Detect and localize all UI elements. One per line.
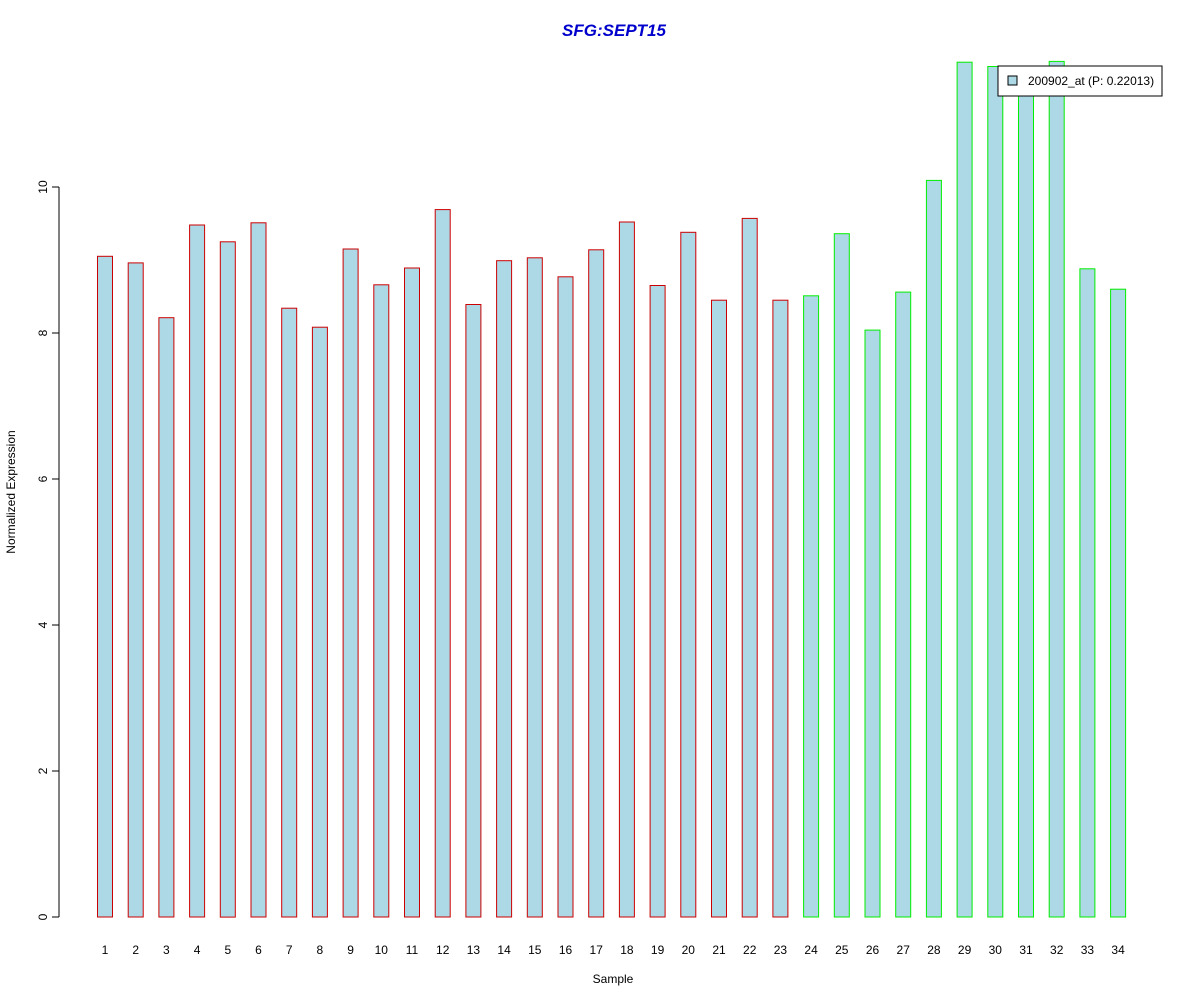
legend-box (997, 65, 1163, 97)
x-tick-label: 17 (590, 943, 604, 957)
y-tick-label: 8 (36, 329, 50, 336)
x-tick-label: 7 (286, 943, 293, 957)
bar-sample-6 (250, 222, 267, 918)
x-tick-label: 14 (497, 943, 511, 957)
y-tick-label: 4 (36, 621, 50, 628)
x-tick-label: 18 (620, 943, 634, 957)
x-tick-label: 9 (347, 943, 354, 957)
bar-sample-19 (649, 285, 666, 918)
x-tick-label: 32 (1050, 943, 1064, 957)
x-tick-label: 1 (102, 943, 109, 957)
bar-sample-10 (373, 284, 390, 918)
y-tick-label: 0 (36, 913, 50, 920)
x-tick-label: 28 (927, 943, 941, 957)
bar-sample-4 (189, 224, 206, 918)
x-axis-title: Sample (593, 972, 634, 986)
y-axis-title: Normalized Expression (4, 430, 18, 553)
bar-sample-7 (281, 307, 298, 918)
bar-sample-26 (864, 329, 881, 918)
x-tick-label: 21 (712, 943, 726, 957)
bar-sample-30 (987, 66, 1004, 918)
x-tick-label: 2 (132, 943, 139, 957)
y-tick-label: 10 (36, 180, 50, 194)
bar-sample-25 (833, 233, 850, 918)
bar-sample-3 (158, 317, 175, 918)
bar-sample-22 (741, 217, 758, 918)
x-tick-label: 6 (255, 943, 262, 957)
bar-sample-15 (526, 257, 543, 918)
x-tick-label: 29 (958, 943, 972, 957)
x-tick-label: 11 (406, 943, 419, 957)
x-tick-label: 27 (897, 943, 911, 957)
bar-sample-17 (588, 249, 605, 918)
x-tick-label: 13 (467, 943, 481, 957)
x-tick-label: 4 (194, 943, 201, 957)
x-tick-label: 5 (224, 943, 231, 957)
y-tick-label: 2 (36, 767, 50, 774)
bar-sample-13 (465, 304, 482, 918)
bar-sample-8 (311, 326, 328, 918)
bars (97, 60, 1127, 918)
x-tick-label: 24 (804, 943, 818, 957)
x-tick-label: 8 (317, 943, 324, 957)
legend-label: 200902_at (P: 0.22013) (1028, 74, 1154, 88)
bar-sample-9 (342, 248, 359, 918)
legend-swatch (1007, 75, 1018, 86)
bar-sample-16 (557, 276, 574, 918)
bar-sample-24 (803, 295, 820, 918)
y-axis: 0 2 4 6 8 10 (36, 180, 60, 920)
bar-sample-29 (956, 61, 973, 918)
x-tick-label: 23 (774, 943, 788, 957)
x-tick-label: 25 (835, 943, 849, 957)
bar-sample-34 (1110, 288, 1127, 918)
x-tick-label: 33 (1081, 943, 1095, 957)
bar-sample-31 (1018, 91, 1034, 918)
legend: 200902_at (P: 0.22013) (997, 65, 1163, 97)
bar-sample-20 (680, 231, 697, 918)
x-tick-labels: 1 2 3 4 5 6 7 8 9 10 11 12 13 14 15 16 17 18 19 20 21 22 23 24 2… (102, 943, 1125, 957)
x-tick-label: 10 (375, 943, 389, 957)
bar-sample-27 (895, 291, 912, 918)
bar-sample-1 (97, 255, 113, 918)
x-tick-label: 31 (1019, 943, 1033, 957)
x-tick-label: 30 (989, 943, 1003, 957)
bar-sample-23 (772, 299, 789, 918)
x-tick-label: 19 (651, 943, 665, 957)
bar-sample-5 (219, 241, 236, 918)
x-tick-label: 3 (163, 943, 170, 957)
bar-sample-11 (404, 267, 420, 918)
bar-sample-28 (925, 179, 942, 918)
bar-sample-14 (496, 260, 513, 918)
bar-sample-12 (434, 209, 451, 918)
bar-sample-18 (618, 221, 635, 918)
x-tick-label: 20 (682, 943, 696, 957)
y-tick-label: 6 (36, 475, 50, 482)
bar-sample-33 (1079, 268, 1096, 918)
bar-sample-21 (711, 299, 727, 918)
bar-sample-32 (1048, 60, 1065, 918)
x-tick-label: 16 (559, 943, 573, 957)
x-tick-label: 22 (743, 943, 757, 957)
x-tick-label: 26 (866, 943, 880, 957)
x-tick-label: 34 (1111, 943, 1125, 957)
chart-title: SFG:SEPT15 (562, 21, 666, 40)
bar-sample-2 (127, 262, 144, 918)
x-tick-label: 15 (528, 943, 542, 957)
x-tick-label: 12 (436, 943, 450, 957)
